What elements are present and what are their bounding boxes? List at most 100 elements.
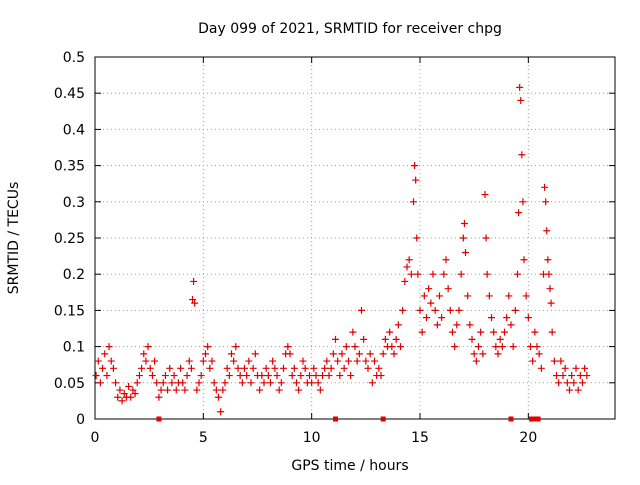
data-point — [366, 350, 374, 358]
data-point — [336, 372, 344, 380]
data-point — [267, 379, 274, 387]
data-point — [112, 379, 120, 387]
data-point — [572, 364, 580, 372]
x-axis-label: GPS time / hours — [291, 458, 408, 474]
data-point — [522, 292, 530, 300]
data-point — [515, 209, 523, 217]
data-point — [507, 321, 515, 329]
data-point — [332, 335, 339, 343]
data-point — [243, 372, 251, 380]
data-point — [418, 328, 426, 336]
data-point — [223, 364, 231, 372]
data-point — [364, 364, 372, 372]
y-tick-label: 0.1 — [63, 340, 85, 356]
data-point — [451, 343, 459, 351]
data-point — [166, 364, 174, 372]
data-point — [509, 343, 517, 351]
data-point — [470, 350, 478, 358]
data-point — [191, 299, 199, 307]
data-point — [269, 357, 277, 365]
data-point — [568, 372, 576, 380]
data-point — [517, 96, 525, 104]
data-point — [349, 328, 357, 336]
data-point — [204, 343, 212, 351]
data-point — [533, 343, 541, 351]
data-point — [299, 357, 307, 365]
data-point — [105, 343, 113, 351]
grid — [95, 57, 615, 419]
data-point — [131, 390, 139, 398]
data-point — [442, 256, 450, 264]
data-point — [468, 335, 476, 343]
data-point — [321, 364, 329, 372]
data-point — [234, 364, 242, 372]
data-point — [210, 379, 218, 387]
data-point — [381, 335, 389, 343]
data-point — [440, 270, 448, 278]
data-point — [172, 386, 180, 394]
data-point — [177, 364, 185, 372]
data-point — [386, 328, 394, 336]
data-point — [516, 83, 524, 91]
data-point — [483, 270, 491, 278]
data-point — [494, 350, 502, 358]
data-marks — [92, 83, 591, 416]
y-tick-label: 0 — [76, 412, 85, 428]
data-point — [215, 393, 222, 401]
data-point — [217, 408, 225, 416]
data-point — [375, 364, 383, 372]
data-point — [444, 285, 452, 293]
x-tick-label: 15 — [411, 430, 429, 446]
data-point — [501, 328, 508, 336]
data-point — [193, 386, 201, 394]
data-point — [535, 350, 543, 358]
data-point — [327, 364, 335, 372]
data-point — [479, 350, 487, 358]
data-point — [107, 357, 115, 365]
data-point — [271, 364, 279, 372]
data-point — [527, 343, 534, 351]
data-point — [288, 372, 296, 380]
x-tick-label: 20 — [519, 430, 537, 446]
data-point — [462, 248, 469, 256]
data-point — [157, 386, 165, 394]
data-point — [306, 372, 313, 380]
data-point — [114, 393, 122, 401]
data-point — [397, 343, 404, 351]
data-point — [342, 343, 350, 351]
data-point — [116, 386, 124, 394]
data-point — [118, 397, 126, 405]
data-point — [109, 364, 117, 372]
y-axis-label: SRMTID / TECUs — [6, 182, 22, 295]
data-point — [477, 328, 485, 336]
data-point — [436, 292, 443, 300]
data-point — [431, 306, 439, 314]
data-point — [531, 328, 539, 336]
data-point — [379, 350, 387, 358]
data-point — [492, 343, 500, 351]
data-point — [249, 364, 257, 372]
ticks: 0 0.05 0.1 0.15 0.2 0.25 0.3 0.35 0.4 0.45 0.5 0 5 10… — [54, 50, 615, 446]
data-point — [290, 364, 298, 372]
data-point — [101, 350, 109, 358]
data-point — [206, 364, 214, 372]
data-point — [236, 372, 244, 380]
data-point — [475, 343, 482, 351]
data-point — [238, 379, 246, 387]
axis-marker — [333, 416, 338, 422]
data-point — [353, 357, 361, 365]
data-point — [555, 379, 563, 387]
data-point — [543, 227, 551, 235]
data-point — [548, 328, 556, 336]
data-point — [264, 372, 272, 380]
data-point — [297, 372, 305, 380]
data-point — [199, 357, 207, 365]
data-point — [511, 306, 519, 314]
data-point — [420, 292, 428, 300]
data-point — [563, 379, 571, 387]
data-point — [574, 386, 582, 394]
data-point — [195, 379, 203, 387]
data-point — [159, 379, 167, 387]
data-point — [190, 277, 198, 285]
